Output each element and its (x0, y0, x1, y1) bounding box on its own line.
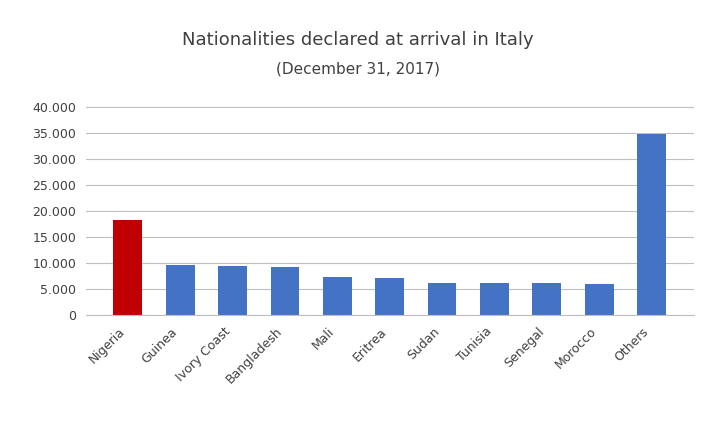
Text: Nationalities declared at arrival in Italy: Nationalities declared at arrival in Ita… (182, 31, 533, 49)
Bar (218, 266, 247, 315)
Bar (375, 278, 404, 315)
Bar (585, 284, 613, 315)
Bar (114, 220, 142, 315)
Bar (166, 265, 194, 315)
Bar (323, 277, 352, 315)
Bar (480, 283, 509, 315)
Text: (December 31, 2017): (December 31, 2017) (275, 61, 440, 76)
Bar (637, 134, 666, 315)
Bar (533, 283, 561, 315)
Bar (428, 283, 456, 315)
Bar (270, 267, 300, 315)
